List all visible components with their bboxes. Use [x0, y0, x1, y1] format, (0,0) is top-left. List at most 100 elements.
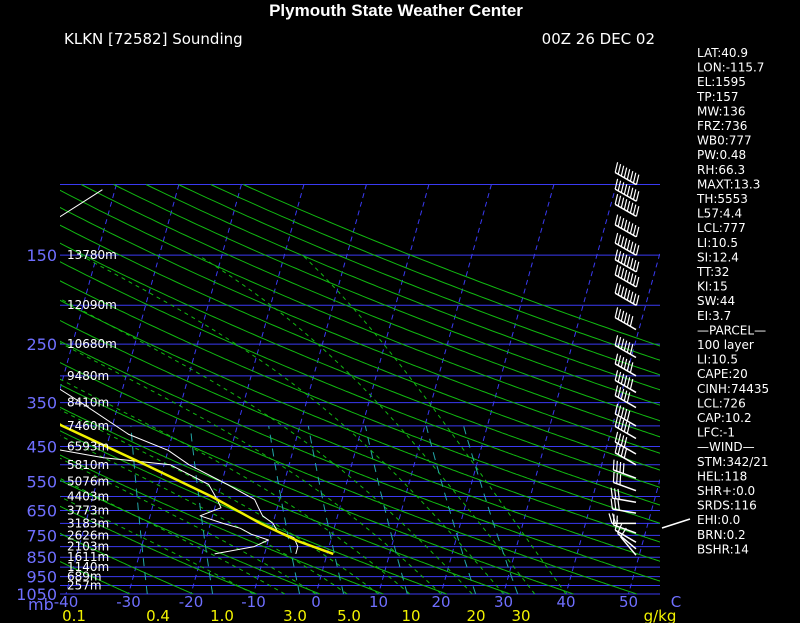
- wind-barb-feather: [617, 523, 623, 534]
- wind-barb-feather: [635, 295, 640, 306]
- wind-barb: [614, 249, 640, 273]
- mixing-ratio-line: [268, 425, 301, 595]
- wind-barb-feather: [623, 269, 628, 281]
- wind-barb: [614, 282, 640, 306]
- mixing-ratio-tick-label: 30: [511, 607, 530, 623]
- pressure-tick-label: 750: [26, 526, 57, 545]
- stat-line: MW:136: [697, 104, 745, 118]
- wind-barb-feather: [617, 499, 620, 511]
- wind-barb: [614, 264, 640, 288]
- wind-barb-feather: [614, 307, 619, 318]
- valid-time-label: 00Z 26 DEC 02: [542, 30, 655, 48]
- isotherm-line: [128, 184, 242, 595]
- mixing-ratio-tick-label: 0.4: [146, 607, 170, 623]
- isotherm-line: [378, 184, 492, 595]
- wind-barb-feather: [614, 370, 619, 381]
- wind-barb-feather: [626, 221, 631, 232]
- wind-barb-shaft: [614, 259, 637, 273]
- wind-barb-shaft: [614, 224, 637, 238]
- stat-line: EHI:0.0: [697, 513, 740, 527]
- wind-barb: [610, 498, 637, 514]
- wind-barb-shaft: [614, 413, 637, 427]
- wind-barb-feather: [635, 174, 640, 185]
- dry-adiabat-line: [60, 189, 660, 438]
- height-label: 1140m: [67, 560, 109, 574]
- wind-barb: [614, 335, 637, 359]
- wind-barb: [610, 487, 637, 503]
- wind-barb-shaft: [620, 536, 637, 556]
- wind-barb-feather: [629, 202, 634, 214]
- wind-barb-feather: [623, 340, 628, 351]
- dry-adiabat-line: [81, 184, 660, 422]
- wind-barb-feather: [623, 254, 628, 266]
- wind-barb-feather: [635, 245, 640, 256]
- surface-wind-barb: [661, 518, 691, 529]
- mixing-ratio-tick-label: 10: [401, 607, 420, 623]
- wind-barb-feather: [617, 234, 622, 246]
- wind-barb-feather: [623, 375, 628, 386]
- height-label: 6593m: [67, 439, 109, 453]
- wind-barb-feather: [620, 268, 625, 279]
- isotherm-line: [190, 184, 305, 595]
- temperature-tick-label: -10: [241, 593, 266, 611]
- wind-barb: [620, 527, 637, 556]
- wind-barb-shaft: [614, 171, 637, 186]
- wind-barb-shaft: [612, 497, 637, 503]
- wind-barb-shaft: [614, 344, 637, 359]
- mixing-ratio-tick-label: 5.0: [337, 607, 361, 623]
- pressure-tick-label: 650: [26, 502, 57, 521]
- wind-barb-feather: [614, 232, 619, 244]
- wind-barb-feather: [620, 419, 625, 431]
- wind-barb-feather: [623, 447, 628, 459]
- wind-barb-feather: [629, 291, 634, 303]
- wind-barb-feather: [622, 463, 625, 474]
- wind-barb-feather: [629, 258, 634, 269]
- wind-barb-feather: [623, 390, 628, 401]
- wind-barb-feather: [614, 178, 619, 190]
- wind-barb-feather: [626, 289, 631, 301]
- height-label: 257m: [67, 579, 102, 593]
- temperature-tick-label: 20: [431, 593, 450, 611]
- wind-barb: [614, 442, 637, 466]
- wind-barb: [614, 214, 640, 238]
- wind-barb-feather: [629, 343, 634, 355]
- wind-barb-feather: [617, 180, 622, 192]
- wind-barb-feather: [619, 461, 622, 473]
- wind-barb-feather: [632, 259, 637, 271]
- stat-line: RH:66.3: [697, 163, 745, 177]
- isotherm-line: [65, 184, 180, 595]
- stat-line: STM:342/21: [697, 455, 769, 469]
- wind-barb-feather: [629, 170, 634, 182]
- wind-barb-feather: [635, 261, 640, 273]
- wind-barb-feather: [614, 335, 619, 346]
- wind-barb-feather: [610, 498, 613, 510]
- wind-barb-feather: [620, 407, 625, 418]
- wind-barb-feather: [626, 377, 631, 388]
- stat-line: LI:10.5: [697, 236, 738, 250]
- isotherm-line: [565, 251, 660, 595]
- wind-barb-feather: [617, 216, 622, 227]
- temperature-axis: -40 -30 -20 -10 0 10 20 30 40 50 C: [54, 593, 681, 611]
- isotherm-line: [253, 184, 367, 595]
- wind-barb-feather: [614, 488, 617, 499]
- wind-barb-feather: [632, 293, 637, 304]
- wind-barb-shaft: [614, 274, 637, 288]
- wind-barb-feather: [620, 373, 625, 385]
- wind-barb-shaft: [613, 469, 637, 479]
- wind-barb-feather: [620, 338, 625, 350]
- pressure-tick-label: 850: [26, 548, 57, 567]
- wind-barb-feather: [620, 527, 627, 538]
- wind-barb-feather: [620, 165, 625, 177]
- pressure-tick-label: 1050: [16, 585, 57, 604]
- isotherm-line: [503, 184, 617, 595]
- wind-barb-feather: [632, 204, 637, 215]
- wind-barb-feather: [617, 488, 620, 500]
- isotherm-line: [628, 477, 660, 595]
- moist-adiabat-line: [60, 457, 317, 595]
- wind-barbs: [608, 162, 691, 556]
- mixing-ratio-line: [463, 425, 519, 595]
- wind-barb-feather: [614, 353, 619, 364]
- moist-adiabat-line: [60, 378, 411, 595]
- wind-barb-feather: [617, 387, 622, 398]
- wind-barb-feather: [614, 162, 619, 173]
